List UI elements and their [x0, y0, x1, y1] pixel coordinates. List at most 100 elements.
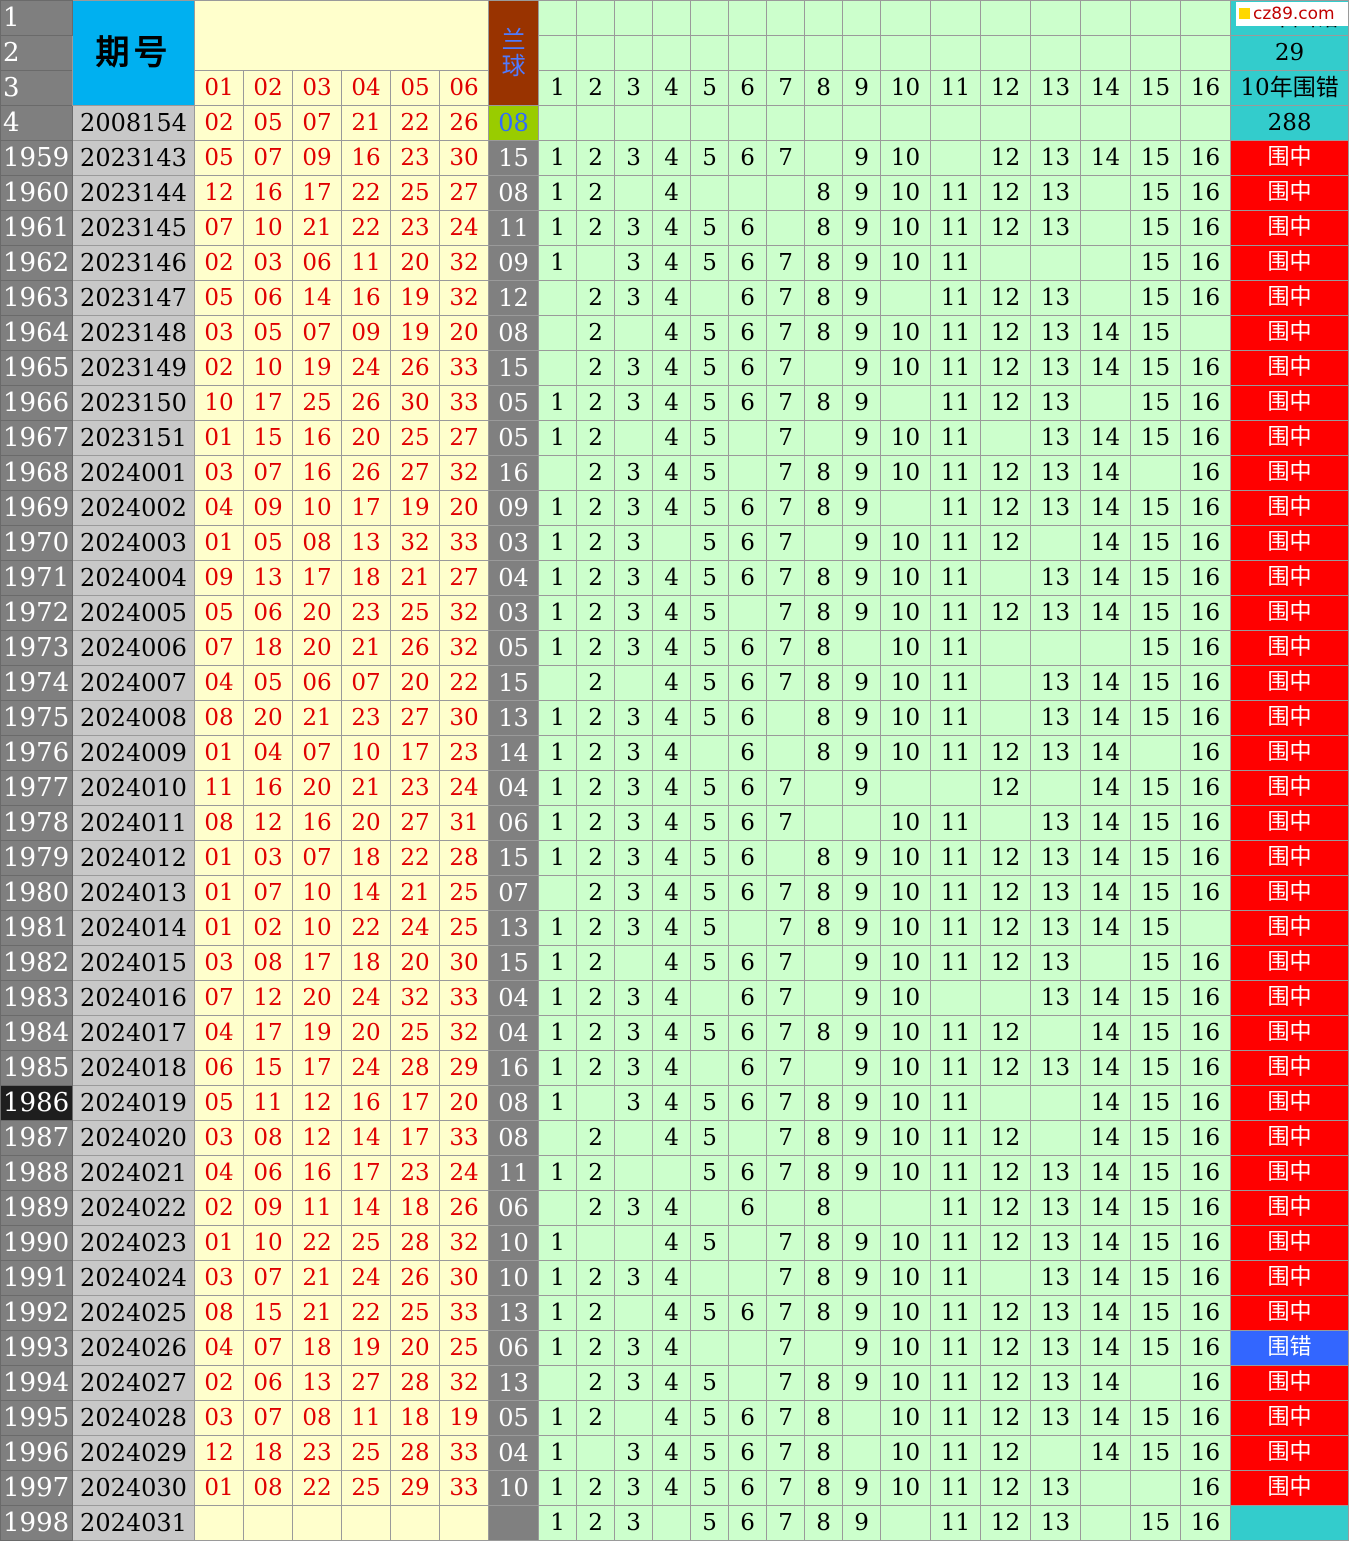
grid-cell[interactable] [614, 105, 654, 141]
grid-cell[interactable] [728, 0, 768, 36]
red-ball-cell[interactable]: 28 [438, 840, 490, 876]
grid-cell[interactable]: 2 [576, 350, 616, 386]
grid-cell[interactable]: 16 [1180, 1470, 1232, 1506]
red-ball-cell[interactable]: 32 [438, 1225, 490, 1261]
result-cell[interactable]: 围中 [1230, 1225, 1350, 1261]
blue-ball-cell[interactable]: 03 [488, 525, 540, 561]
grid-cell[interactable] [690, 735, 730, 771]
red-ball-cell[interactable] [341, 1505, 391, 1541]
grid-cell[interactable] [1080, 1505, 1132, 1541]
grid-cell[interactable]: 2 [576, 315, 616, 351]
grid-cell[interactable]: 3 [614, 560, 654, 596]
red-ball-cell[interactable]: 16 [341, 1085, 391, 1121]
red-ball-cell[interactable]: 22 [390, 840, 440, 876]
grid-cell[interactable]: 11 [930, 280, 982, 316]
grid-cell[interactable]: 13 [1030, 350, 1082, 386]
grid-cell[interactable]: 2 [576, 490, 616, 526]
grid-cell[interactable]: 3 [614, 735, 654, 771]
grid-cell[interactable]: 14 [1080, 1155, 1132, 1191]
grid-cell[interactable]: 12 [980, 525, 1032, 561]
grid-cell[interactable]: 2 [576, 595, 616, 631]
issue-cell[interactable]: 2024018 [72, 1050, 195, 1086]
grid-cell[interactable]: 7 [766, 945, 806, 981]
grid-column-header[interactable]: 8 [804, 70, 844, 106]
red-ball-cell[interactable]: 04 [194, 490, 244, 526]
grid-cell[interactable]: 15 [1130, 525, 1182, 561]
result-cell[interactable]: 围中 [1230, 770, 1350, 806]
grid-cell[interactable]: 14 [1080, 1330, 1132, 1366]
red-ball-cell[interactable]: 01 [194, 1225, 244, 1261]
red-ball-cell[interactable]: 17 [292, 560, 342, 596]
grid-cell[interactable]: 13 [1030, 140, 1082, 176]
grid-cell[interactable]: 9 [842, 1085, 882, 1121]
grid-column-header[interactable]: 6 [728, 70, 768, 106]
grid-cell[interactable] [690, 1330, 730, 1366]
grid-cell[interactable] [1030, 1015, 1082, 1051]
red-ball-cell[interactable]: 23 [390, 1155, 440, 1191]
grid-cell[interactable]: 8 [804, 1120, 844, 1156]
grid-cell[interactable]: 16 [1180, 1120, 1232, 1156]
grid-cell[interactable] [728, 35, 768, 71]
grid-cell[interactable]: 15 [1130, 770, 1182, 806]
grid-cell[interactable]: 6 [728, 1190, 768, 1226]
grid-cell[interactable]: 9 [842, 420, 882, 456]
grid-cell[interactable]: 7 [766, 490, 806, 526]
issue-cell[interactable]: 2024016 [72, 980, 195, 1016]
grid-column-header[interactable]: 13 [1030, 70, 1082, 106]
red-ball-cell[interactable]: 29 [390, 1470, 440, 1506]
red-ball-cell[interactable]: 24 [341, 1050, 391, 1086]
grid-cell[interactable]: 5 [690, 420, 730, 456]
grid-cell[interactable]: 13 [1030, 700, 1082, 736]
grid-cell[interactable]: 5 [690, 1295, 730, 1331]
grid-cell[interactable]: 10 [880, 840, 932, 876]
grid-cell[interactable]: 16 [1180, 1155, 1232, 1191]
grid-cell[interactable]: 13 [1030, 980, 1082, 1016]
red-ball-cell[interactable]: 17 [341, 1155, 391, 1191]
grid-cell[interactable]: 15 [1130, 1435, 1182, 1471]
red-ball-cell[interactable]: 33 [438, 1120, 490, 1156]
grid-cell[interactable]: 5 [690, 700, 730, 736]
red-ball-cell[interactable]: 33 [438, 980, 490, 1016]
grid-cell[interactable]: 13 [1030, 280, 1082, 316]
red-ball-cell[interactable]: 05 [243, 665, 293, 701]
grid-cell[interactable]: 8 [804, 1190, 844, 1226]
grid-cell[interactable]: 12 [980, 910, 1032, 946]
grid-cell[interactable]: 4 [652, 735, 692, 771]
red-ball-cell[interactable]: 06 [243, 595, 293, 631]
grid-cell[interactable]: 6 [728, 140, 768, 176]
issue-cell[interactable]: 2024008 [72, 700, 195, 736]
red-ball-cell[interactable]: 20 [292, 630, 342, 666]
red-ball-cell[interactable]: 32 [438, 630, 490, 666]
red-ball-cell[interactable]: 30 [390, 385, 440, 421]
red-ball-cell[interactable]: 17 [390, 735, 440, 771]
blue-ball-cell[interactable]: 16 [488, 1050, 540, 1086]
grid-cell[interactable] [538, 665, 578, 701]
red-ball-cell[interactable]: 05 [243, 315, 293, 351]
grid-cell[interactable]: 13 [1030, 1365, 1082, 1401]
grid-cell[interactable]: 5 [690, 245, 730, 281]
grid-cell[interactable]: 11 [930, 1015, 982, 1051]
red-ball-cell[interactable]: 27 [390, 455, 440, 491]
red-ball-cell[interactable]: 21 [292, 210, 342, 246]
result-cell[interactable]: 围中 [1230, 1295, 1350, 1331]
red-ball-cell[interactable]: 21 [292, 1295, 342, 1331]
grid-cell[interactable]: 10 [880, 665, 932, 701]
grid-cell[interactable]: 6 [728, 1505, 768, 1541]
grid-cell[interactable]: 11 [930, 560, 982, 596]
grid-cell[interactable]: 13 [1030, 1190, 1082, 1226]
red-ball-cell[interactable]: 14 [341, 1190, 391, 1226]
grid-cell[interactable]: 16 [1180, 1330, 1232, 1366]
issue-cell[interactable]: 2024031 [72, 1505, 195, 1541]
result-cell[interactable]: 围中 [1230, 1400, 1350, 1436]
issue-cell[interactable]: 2024006 [72, 630, 195, 666]
red-ball-cell[interactable]: 08 [194, 805, 244, 841]
red-ball-cell[interactable]: 03 [243, 245, 293, 281]
grid-column-header[interactable]: 3 [614, 70, 654, 106]
red-ball-cell[interactable]: 26 [341, 455, 391, 491]
grid-cell[interactable]: 4 [652, 1365, 692, 1401]
grid-cell[interactable] [880, 1190, 932, 1226]
grid-cell[interactable] [930, 35, 982, 71]
red-ball-cell[interactable]: 23 [390, 770, 440, 806]
red-ball-cell[interactable]: 22 [341, 175, 391, 211]
grid-cell[interactable]: 5 [690, 1365, 730, 1401]
